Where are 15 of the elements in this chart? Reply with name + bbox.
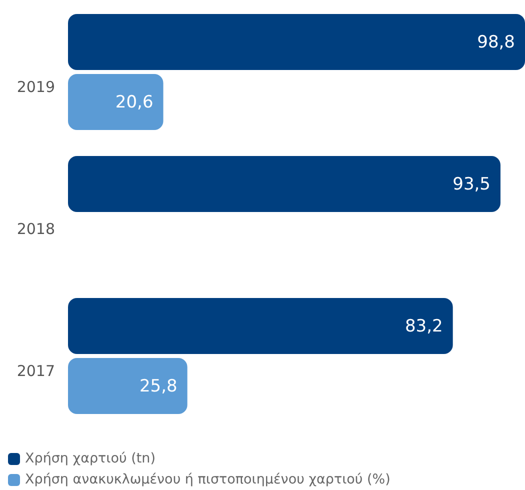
data-label: 93,5 [452,174,490,195]
bar [68,298,453,354]
legend-label: Χρήση χαρτιού (tn) [25,450,156,467]
bar [68,156,500,212]
y-tick-label: 2019 [16,78,55,96]
bar [68,14,525,70]
data-label: 20,6 [115,92,154,113]
data-label: 98,8 [477,32,515,53]
y-tick-label: 2018 [16,220,55,238]
y-tick-label: 2017 [16,362,55,380]
bar [68,358,188,414]
legend-label: Χρήση ανακυκλωμένου ή πιστοποιημένου χαρτιού (%) [25,472,390,488]
bar [68,74,164,130]
data-label: 25,8 [139,376,178,397]
data-label: 83,2 [404,316,443,337]
